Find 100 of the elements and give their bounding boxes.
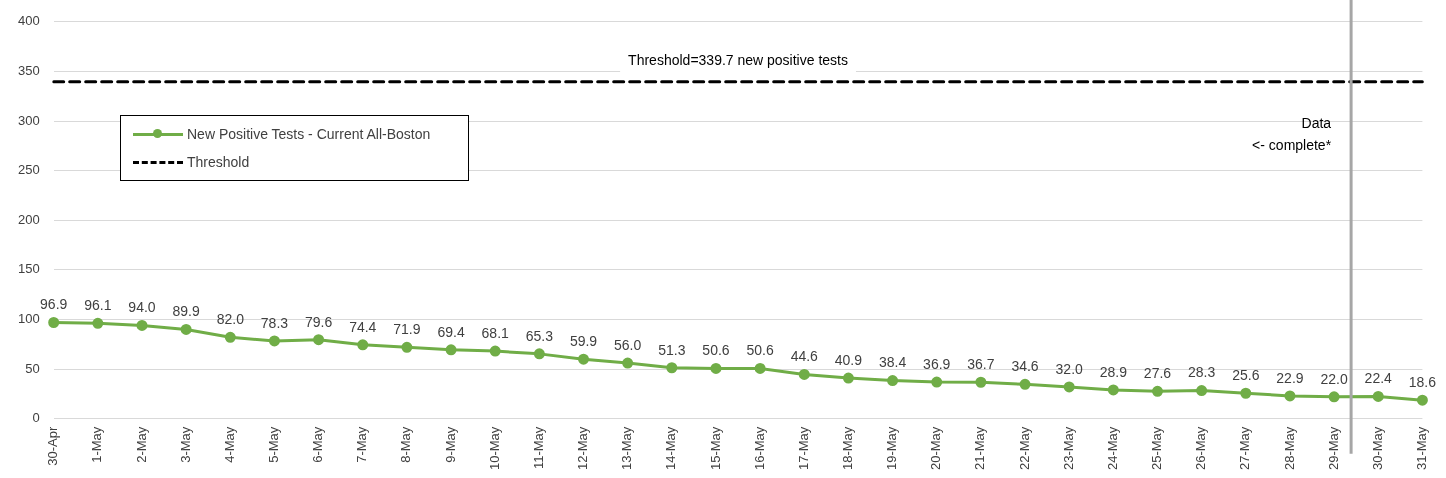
y-tick-label: 350 — [17, 62, 40, 78]
x-tick-label: 30-May — [1369, 426, 1385, 471]
point — [313, 334, 325, 346]
data-label: 94.0 — [128, 299, 156, 316]
x-tick-label: 22-May — [1016, 426, 1032, 471]
point — [1284, 390, 1296, 402]
point — [1107, 384, 1119, 396]
x-tick-label: 18-May — [840, 426, 855, 471]
point — [798, 368, 810, 380]
point — [92, 317, 104, 329]
point — [1019, 378, 1031, 390]
point — [842, 372, 854, 384]
point — [445, 344, 457, 356]
x-tick-label: 31-May — [1413, 426, 1429, 471]
point — [1240, 387, 1252, 399]
x-tick-label: 3-May — [177, 426, 193, 463]
x-tick-label: 24-May — [1104, 426, 1120, 471]
data-label: 27.6 — [1143, 365, 1172, 382]
point — [48, 317, 60, 329]
data-label: 78.3 — [260, 314, 289, 331]
data-label: 25.6 — [1232, 367, 1260, 384]
data-label: 71.9 — [393, 321, 421, 338]
point — [975, 376, 987, 388]
data-label: 32.0 — [1055, 360, 1084, 377]
data-label: 38.4 — [878, 354, 907, 371]
x-tick-label: 21-May — [972, 426, 988, 471]
point — [666, 362, 678, 374]
y-tick-label: 50 — [25, 360, 40, 376]
data-label: 22.4 — [1364, 370, 1393, 387]
x-tick-label: 6-May — [310, 426, 326, 463]
legend-label: New Positive Tests - Current All-Boston — [187, 126, 431, 142]
point — [1328, 391, 1340, 403]
x-tick-label: 17-May — [795, 426, 811, 471]
data-label: 79.6 — [304, 313, 333, 330]
data-label: 68.1 — [481, 324, 510, 341]
data-label: 36.7 — [967, 356, 995, 373]
data-label: 28.3 — [1188, 364, 1216, 381]
data-label: 82.0 — [216, 311, 245, 328]
data-label: 18.6 — [1408, 374, 1437, 391]
data-label: 34.6 — [1011, 358, 1039, 375]
data-label: 69.4 — [437, 323, 465, 340]
data-label: 65.3 — [525, 327, 554, 344]
data-label: 28.9 — [1099, 363, 1128, 380]
point — [357, 339, 369, 351]
legend-label: Threshold — [187, 154, 250, 170]
data-label: 50.6 — [702, 342, 730, 359]
x-tick-label: 27-May — [1237, 426, 1253, 471]
x-tick-label: 7-May — [354, 426, 370, 463]
point — [268, 335, 280, 347]
point — [578, 353, 590, 365]
x-tick-label: 26-May — [1193, 426, 1209, 471]
y-tick-label: 0 — [32, 410, 40, 426]
x-tick-label: 16-May — [751, 426, 767, 471]
data-label: 40.9 — [834, 351, 863, 368]
x-tick-label: 29-May — [1325, 426, 1341, 471]
data-label: 44.6 — [790, 348, 819, 365]
data-label: 96.9 — [40, 296, 68, 313]
x-tick-label: 14-May — [663, 426, 679, 471]
point — [533, 348, 545, 360]
x-tick-label: 5-May — [266, 426, 282, 463]
point — [1372, 390, 1384, 402]
annotation: Threshold=339.7 new positive tests — [628, 52, 848, 69]
x-tick-label: 11-May — [530, 426, 546, 470]
point — [754, 362, 766, 374]
y-tick-label: 300 — [17, 112, 40, 128]
point — [1151, 385, 1163, 397]
point — [401, 341, 413, 353]
y-tick-label: 250 — [17, 162, 40, 178]
data-label: 22.0 — [1320, 370, 1348, 387]
y-tick-label: 400 — [17, 13, 40, 29]
x-tick-label: 15-May — [707, 426, 723, 471]
data-label: 50.6 — [746, 342, 774, 359]
x-tick-label: 1-May — [89, 426, 105, 463]
data-label: 96.1 — [84, 297, 112, 314]
point — [1416, 394, 1428, 406]
data-label: 22.9 — [1276, 369, 1304, 386]
x-tick-label: 13-May — [619, 426, 635, 471]
point — [136, 319, 148, 331]
x-tick-label: 30-Apr — [45, 425, 61, 466]
x-tick-label: 8-May — [398, 426, 414, 463]
x-tick-label: 4-May — [221, 426, 237, 463]
point — [622, 357, 634, 369]
y-tick-label: 100 — [17, 311, 40, 327]
point — [180, 323, 192, 335]
x-tick-label: 20-May — [928, 426, 944, 471]
point — [489, 345, 501, 357]
point — [224, 331, 236, 343]
data-label: 56.0 — [614, 336, 642, 353]
x-tick-label: 28-May — [1281, 426, 1297, 471]
x-tick-label: 12-May — [575, 426, 591, 471]
x-tick-label: 2-May — [133, 426, 149, 463]
x-tick-label: 10-May — [486, 426, 502, 471]
data-label: 74.4 — [349, 318, 377, 335]
y-tick-label: 150 — [17, 261, 40, 277]
data-label: 36.9 — [923, 355, 951, 372]
data-label: 59.9 — [569, 333, 598, 350]
data-label: 51.3 — [658, 341, 686, 358]
x-tick-label: 19-May — [884, 426, 900, 471]
point — [931, 376, 943, 388]
ref-line-label: Data <- complete* — [1252, 114, 1332, 153]
